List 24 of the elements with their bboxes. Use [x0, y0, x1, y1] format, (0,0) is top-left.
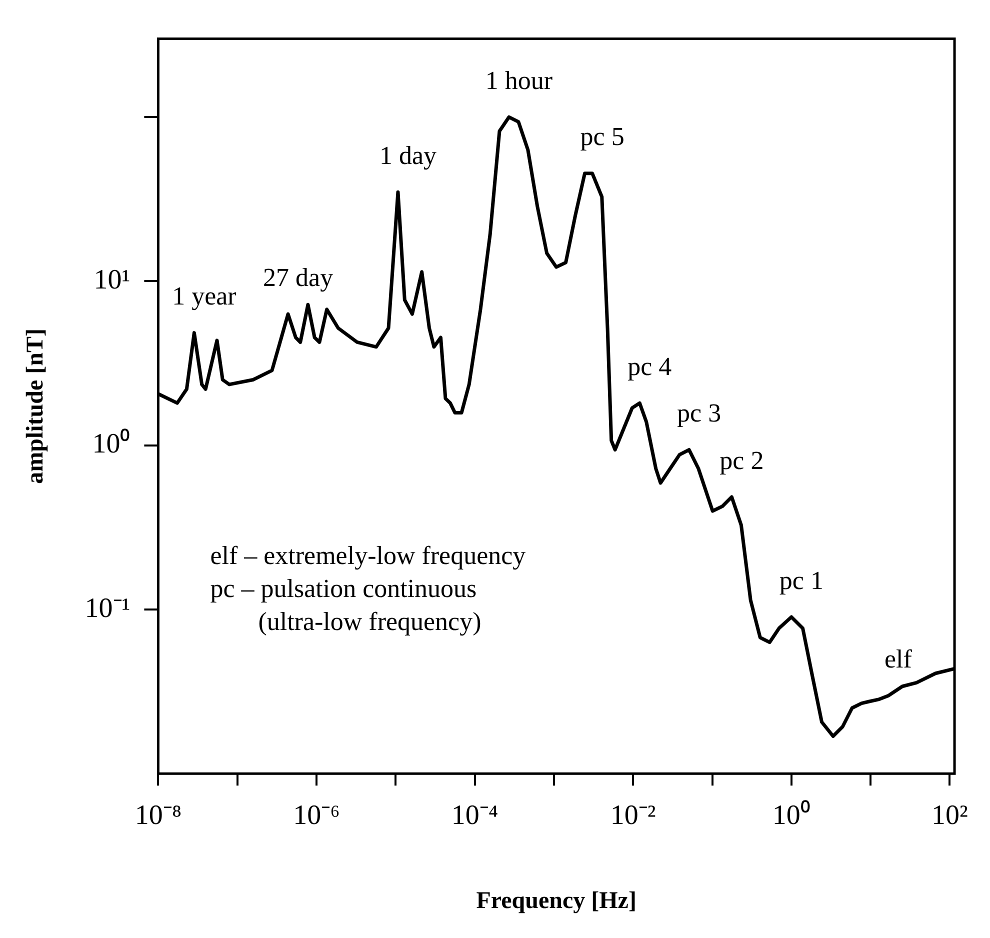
x-tick-label: 10⁻⁸	[134, 800, 182, 831]
annotation: (ultra-low frequency)	[258, 606, 482, 636]
annotation: pc – pulsation continuous	[210, 574, 477, 603]
x-tick-label: 10²	[932, 800, 968, 831]
x-tick-label: 10⁻⁶	[293, 800, 340, 831]
annotation: pc 1	[779, 566, 824, 595]
annotation: 1 hour	[485, 66, 553, 95]
annotation: elf	[884, 644, 912, 674]
x-tick-label: 10⁻⁴	[451, 800, 498, 831]
y-tick-label: 10⁻¹	[84, 592, 130, 624]
annotation: 1 year	[172, 282, 237, 311]
annotation: elf – extremely-low frequency	[210, 540, 526, 570]
y-tick-label: 10¹	[94, 264, 130, 296]
x-tick-label: 10⁻²	[610, 800, 656, 831]
x-axis-title: Frequency [Hz]	[476, 888, 636, 914]
annotation: pc 5	[580, 122, 624, 152]
annotation: 1 day	[379, 140, 436, 170]
x-tick-label: 10⁰	[772, 800, 810, 831]
annotation: 27 day	[263, 262, 334, 292]
annotation: pc 2	[720, 446, 764, 475]
annotation: pc 3	[677, 398, 722, 428]
y-axis-title: amplitude [nT]	[22, 328, 49, 484]
y-tick-label: 10⁰	[92, 428, 130, 460]
annotation: pc 4	[628, 352, 672, 381]
